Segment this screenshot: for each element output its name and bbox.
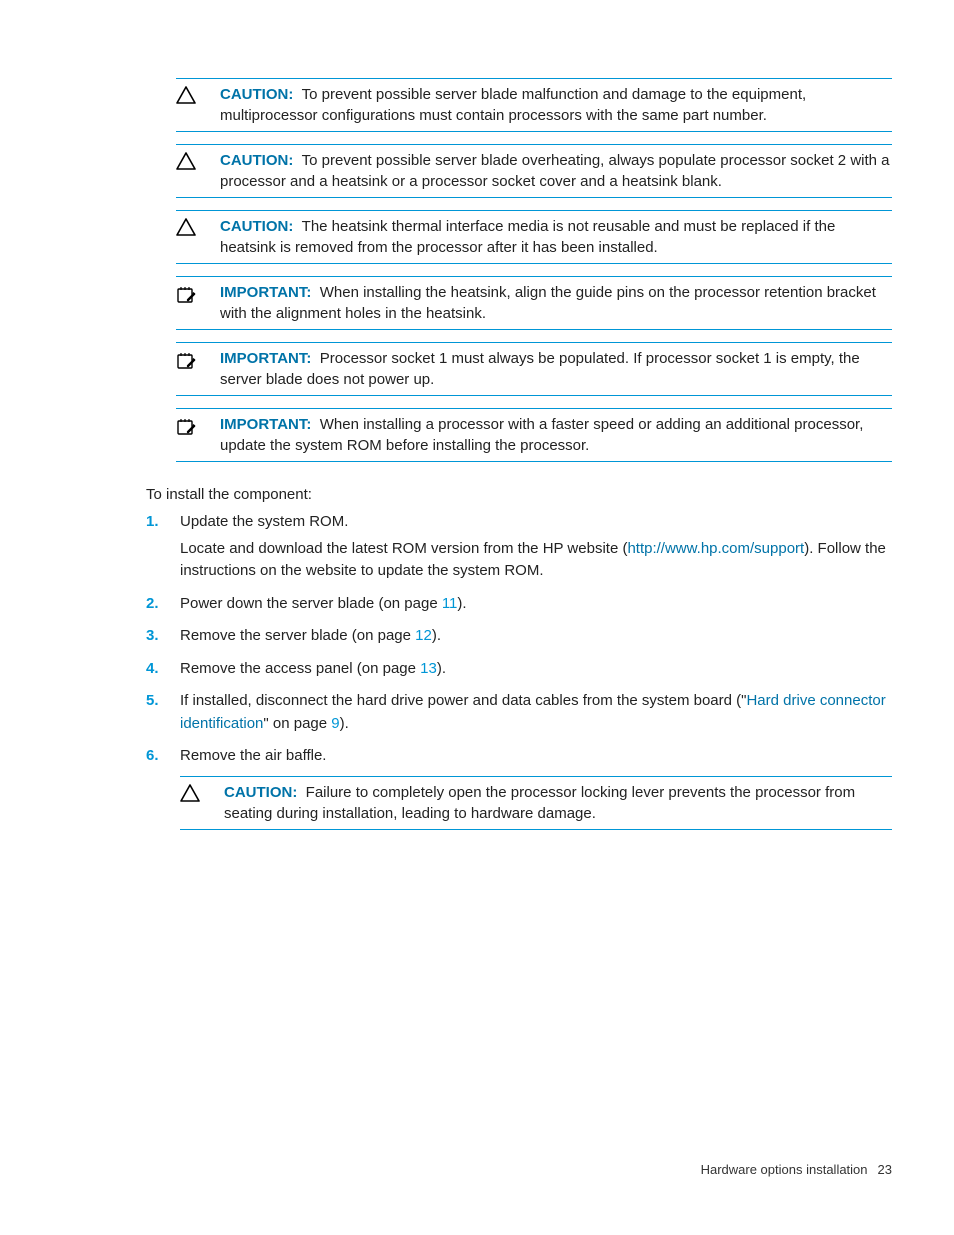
notice-text: IMPORTANT: When installing the heatsink,…	[220, 282, 892, 324]
caution-icon	[176, 216, 220, 236]
step-body: If installed, disconnect the hard drive …	[180, 690, 892, 739]
page-ref[interactable]: 9	[331, 715, 339, 732]
step-number: 3.	[146, 625, 180, 648]
footer-page-number: 23	[878, 1162, 892, 1177]
step-body: Power down the server blade (on page 11)…	[180, 593, 892, 620]
caution-icon	[180, 782, 224, 802]
page-ref[interactable]: 13	[420, 660, 437, 677]
step-item: 6. Remove the air baffle. CAUTION: Failu…	[146, 745, 892, 830]
intro-text: To install the component:	[146, 484, 892, 505]
important-notice: IMPORTANT: When installing a processor w…	[176, 408, 892, 462]
caution-notice: CAUTION: Failure to completely open the …	[180, 776, 892, 830]
step-item: 1. Update the system ROM. Locate and dow…	[146, 511, 892, 587]
notice-body: To prevent possible server blade malfunc…	[220, 86, 806, 124]
support-link[interactable]: http://www.hp.com/support	[627, 540, 804, 557]
notice-text: IMPORTANT: Processor socket 1 must alway…	[220, 348, 892, 390]
step-number: 5.	[146, 690, 180, 713]
step-detail: Locate and download the latest ROM versi…	[180, 538, 892, 583]
notice-label: IMPORTANT:	[220, 350, 311, 367]
notice-text: CAUTION: To prevent possible server blad…	[220, 84, 892, 126]
notice-label: CAUTION:	[220, 218, 293, 235]
notice-text: CAUTION: The heatsink thermal interface …	[220, 216, 892, 258]
step-item: 5. If installed, disconnect the hard dri…	[146, 690, 892, 739]
notice-body: To prevent possible server blade overhea…	[220, 152, 890, 190]
caution-notice: CAUTION: To prevent possible server blad…	[176, 144, 892, 198]
notice-label: IMPORTANT:	[220, 284, 311, 301]
step-body: Update the system ROM. Locate and downlo…	[180, 511, 892, 587]
notice-label: CAUTION:	[220, 152, 293, 169]
step-item: 2. Power down the server blade (on page …	[146, 593, 892, 620]
notice-label: CAUTION:	[224, 784, 297, 801]
notice-label: IMPORTANT:	[220, 416, 311, 433]
document-page: CAUTION: To prevent possible server blad…	[0, 0, 954, 1235]
notice-body: Processor socket 1 must always be popula…	[220, 350, 860, 388]
page-ref[interactable]: 12	[415, 627, 432, 644]
notice-text: CAUTION: Failure to completely open the …	[224, 782, 892, 824]
important-icon	[176, 282, 220, 304]
important-notice: IMPORTANT: Processor socket 1 must alway…	[176, 342, 892, 396]
step-number: 1.	[146, 511, 180, 534]
notice-body: When installing a processor with a faste…	[220, 416, 863, 454]
notice-body: Failure to completely open the processor…	[224, 784, 855, 822]
notice-body: When installing the heatsink, align the …	[220, 284, 876, 322]
install-steps: 1. Update the system ROM. Locate and dow…	[146, 511, 892, 830]
step-number: 2.	[146, 593, 180, 616]
caution-notice: CAUTION: To prevent possible server blad…	[176, 78, 892, 132]
caution-notice: CAUTION: The heatsink thermal interface …	[176, 210, 892, 264]
step-body: Remove the access panel (on page 13).	[180, 658, 892, 685]
step-body: Remove the air baffle. CAUTION: Failure …	[180, 745, 892, 830]
page-ref[interactable]: 11	[442, 595, 458, 612]
important-icon	[176, 414, 220, 436]
step-item: 3. Remove the server blade (on page 12).	[146, 625, 892, 652]
step-text: Update the system ROM.	[180, 511, 892, 534]
caution-icon	[176, 150, 220, 170]
step-text: Power down the server blade (on page 11)…	[180, 593, 892, 616]
caution-icon	[176, 84, 220, 104]
step-body: Remove the server blade (on page 12).	[180, 625, 892, 652]
page-footer: Hardware options installation 23	[701, 1162, 892, 1177]
step-text: If installed, disconnect the hard drive …	[180, 690, 892, 735]
step-text: Remove the access panel (on page 13).	[180, 658, 892, 681]
step-text: Remove the server blade (on page 12).	[180, 625, 892, 648]
footer-section: Hardware options installation	[701, 1162, 868, 1177]
step-item: 4. Remove the access panel (on page 13).	[146, 658, 892, 685]
notice-text: CAUTION: To prevent possible server blad…	[220, 150, 892, 192]
notice-body: The heatsink thermal interface media is …	[220, 218, 835, 256]
step-number: 4.	[146, 658, 180, 681]
important-icon	[176, 348, 220, 370]
step-number: 6.	[146, 745, 180, 768]
notice-text: IMPORTANT: When installing a processor w…	[220, 414, 892, 456]
step-text: Remove the air baffle.	[180, 745, 892, 768]
important-notice: IMPORTANT: When installing the heatsink,…	[176, 276, 892, 330]
notice-label: CAUTION:	[220, 86, 293, 103]
